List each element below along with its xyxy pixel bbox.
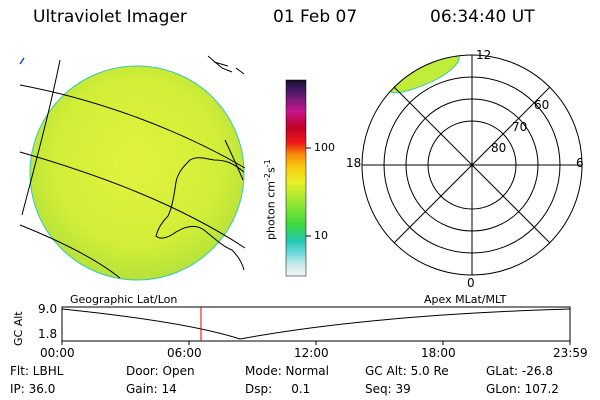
grid-line bbox=[21, 59, 61, 216]
mlt-label-0: 0 bbox=[467, 276, 475, 290]
timeline-ylabel-max: 9.0 bbox=[38, 302, 58, 316]
mlat-label-80: 80 bbox=[491, 141, 507, 155]
grid-line bbox=[19, 151, 246, 249]
timeline-xlabel: 18:00 bbox=[421, 346, 456, 360]
info-ip: IP: 36.0 bbox=[10, 382, 56, 396]
info-mode: Mode: Normal bbox=[245, 364, 329, 378]
mlt-label-12: 12 bbox=[476, 48, 492, 62]
timeline-right-title: Apex MLat/MLT bbox=[424, 293, 507, 306]
info-seq: Seq: 39 bbox=[365, 382, 411, 396]
timeline-plot bbox=[61, 306, 571, 345]
date-label: 01 Feb 07 bbox=[273, 7, 358, 27]
timeline-xlabel: 12:00 bbox=[294, 346, 329, 360]
mlt-label-18: 18 bbox=[346, 156, 362, 170]
altitude-curve bbox=[61, 308, 571, 340]
coastline-fragment bbox=[19, 57, 25, 65]
colorbar-tick-10: 10 bbox=[314, 229, 328, 242]
instrument-title: Ultraviolet Imager bbox=[33, 7, 187, 27]
info-glon: GLon: 107.2 bbox=[486, 382, 559, 396]
mlat-label-70: 70 bbox=[512, 120, 528, 134]
earth-disk-image bbox=[19, 55, 246, 281]
coastline bbox=[155, 157, 245, 271]
time-label: 06:34:40 UT bbox=[430, 7, 535, 27]
colorbar-unit: photon cm-2s-1 bbox=[263, 159, 278, 240]
info-gc-alt: GC Alt: 5.0 Re bbox=[365, 364, 449, 378]
info-gain: Gain: 14 bbox=[126, 382, 177, 396]
timeline-xlabel: 06:00 bbox=[167, 346, 202, 360]
coastline-north bbox=[207, 55, 245, 75]
timeline-xlabel: 00:00 bbox=[40, 346, 75, 360]
colorbar-tick-100: 100 bbox=[314, 141, 335, 154]
timeline-xlabel: 23:59 bbox=[553, 346, 588, 360]
mlat-label-60: 60 bbox=[534, 98, 550, 112]
grid-line bbox=[19, 84, 246, 169]
info-dsp: Dsp: 0.1 bbox=[245, 382, 311, 396]
timeline-left-title: Geographic Lat/Lon bbox=[70, 293, 178, 306]
timeline-axis-label: GC Alt bbox=[12, 311, 25, 346]
info-glat: GLat: -26.8 bbox=[486, 364, 553, 378]
timeline-ylabel-min: 1.8 bbox=[38, 327, 58, 341]
info-filter: Flt: LBHL bbox=[10, 364, 64, 378]
info-door: Door: Open bbox=[126, 364, 195, 378]
colorbar bbox=[285, 79, 307, 277]
mlt-label-6: 6 bbox=[576, 156, 584, 170]
polar-plot bbox=[361, 54, 583, 276]
polar-axis bbox=[393, 86, 551, 244]
grid-line bbox=[224, 139, 244, 181]
grid-line bbox=[19, 224, 121, 279]
auroral-oval bbox=[387, 55, 460, 94]
